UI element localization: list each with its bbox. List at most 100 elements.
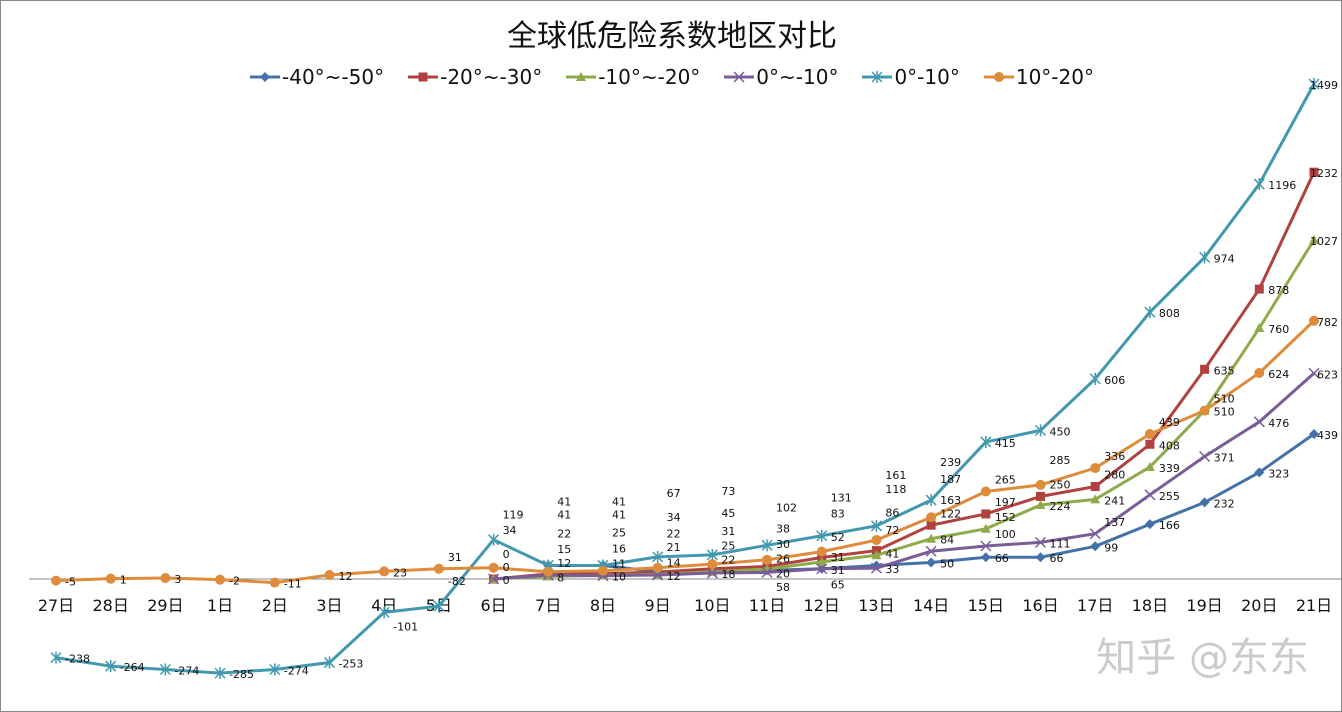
data-label: 45 — [721, 507, 735, 520]
chart-title: 全球低危险系数地区对比 — [507, 19, 837, 54]
data-point — [324, 570, 335, 581]
data-label: 163 — [940, 494, 961, 507]
data-point — [433, 600, 445, 613]
data-point — [105, 660, 117, 673]
data-label: 1232 — [1310, 167, 1338, 180]
x-tick-label: 18日 — [1132, 596, 1168, 615]
data-point — [1144, 489, 1156, 501]
data-point — [1309, 429, 1319, 440]
data-point — [378, 606, 390, 619]
data-label: -238 — [65, 653, 90, 666]
data-label: 782 — [1317, 316, 1338, 329]
data-label: 12 — [338, 570, 352, 583]
data-label: 38 — [776, 522, 790, 535]
data-point — [980, 435, 992, 448]
data-label: 0 — [503, 574, 510, 587]
data-point — [50, 651, 62, 664]
data-label: 166 — [1159, 519, 1180, 532]
data-label: 67 — [667, 487, 681, 500]
legend-diamond-icon — [250, 72, 281, 82]
data-label: 187 — [940, 473, 961, 486]
data-label: 25 — [721, 540, 735, 553]
data-point — [706, 548, 718, 561]
data-label: -264 — [120, 661, 145, 674]
data-point — [1309, 167, 1319, 177]
data-label: 624 — [1268, 368, 1289, 381]
data-label: 0 — [503, 561, 510, 574]
data-label: 41 — [612, 508, 626, 521]
data-label: 161 — [885, 469, 906, 482]
legend-marker — [993, 72, 1004, 82]
data-point — [926, 557, 937, 568]
series-line — [55, 319, 1316, 585]
data-label: 510 — [1214, 406, 1235, 419]
data-point — [707, 559, 718, 570]
data-point — [1035, 500, 1046, 510]
data-point — [488, 533, 500, 546]
data-point — [1308, 78, 1320, 90]
legend-marker — [260, 72, 271, 82]
data-label: 21 — [667, 541, 681, 554]
data-label: 30 — [776, 538, 790, 551]
x-tick-label: 13日 — [858, 596, 894, 615]
data-label: 974 — [1214, 252, 1235, 265]
x-tick-label: 27日 — [38, 596, 74, 615]
data-label: 450 — [1050, 425, 1071, 438]
data-point — [1199, 497, 1210, 508]
data-label: 12 — [667, 570, 681, 583]
x-tick-label: 21日 — [1296, 596, 1332, 615]
series-line — [493, 372, 1315, 581]
data-label: 41 — [885, 547, 899, 560]
data-point — [925, 494, 937, 507]
data-label: -82 — [448, 575, 466, 588]
data-label: 137 — [1104, 516, 1125, 529]
data-label: 635 — [1214, 364, 1235, 377]
legend-marker — [576, 72, 587, 81]
data-label: 197 — [995, 496, 1016, 509]
data-label: 323 — [1268, 467, 1289, 480]
data-label: 111 — [1050, 537, 1071, 550]
data-label: 255 — [1159, 490, 1180, 503]
data-label: 10 — [612, 571, 626, 584]
data-label: 250 — [1050, 478, 1071, 491]
data-point — [488, 562, 499, 573]
data-label: 760 — [1268, 323, 1289, 336]
legend-label: -20°~-30° — [440, 65, 543, 89]
data-label: 14 — [667, 556, 681, 569]
data-label: 23 — [393, 566, 407, 579]
data-point — [1253, 416, 1265, 428]
data-point — [1090, 482, 1100, 492]
x-tick-label: 8日 — [590, 596, 616, 615]
data-point — [706, 567, 718, 579]
data-point — [1034, 424, 1047, 437]
legend-marker — [733, 71, 745, 83]
data-label: 808 — [1159, 307, 1180, 320]
data-label: 22 — [667, 528, 681, 541]
data-point — [1309, 315, 1319, 326]
data-label: 34 — [667, 511, 681, 524]
legend-item: -10°~-20° — [566, 65, 700, 89]
data-label: 3 — [174, 573, 181, 586]
data-point — [1090, 494, 1101, 504]
data-label: 8 — [557, 571, 564, 584]
data-label: 22 — [557, 528, 571, 541]
data-point — [1253, 178, 1265, 191]
data-point — [1308, 367, 1320, 379]
data-point — [159, 663, 171, 676]
x-tick-label: 20日 — [1241, 596, 1277, 615]
data-label: 265 — [995, 473, 1016, 486]
data-point — [1254, 323, 1265, 333]
legend-marker — [871, 71, 883, 83]
data-label: 12 — [557, 557, 571, 570]
legend-x-icon — [724, 71, 755, 83]
data-label: 41 — [557, 495, 571, 508]
data-label: -274 — [174, 664, 199, 677]
data-label: 119 — [503, 509, 524, 522]
data-point — [105, 573, 116, 584]
data-label: 41 — [557, 508, 571, 521]
x-tick-label: 19日 — [1186, 596, 1222, 615]
data-point — [1309, 234, 1319, 244]
data-point — [269, 663, 281, 676]
data-label: 285 — [1050, 454, 1071, 467]
legend-label: 10°-20° — [1015, 65, 1094, 89]
